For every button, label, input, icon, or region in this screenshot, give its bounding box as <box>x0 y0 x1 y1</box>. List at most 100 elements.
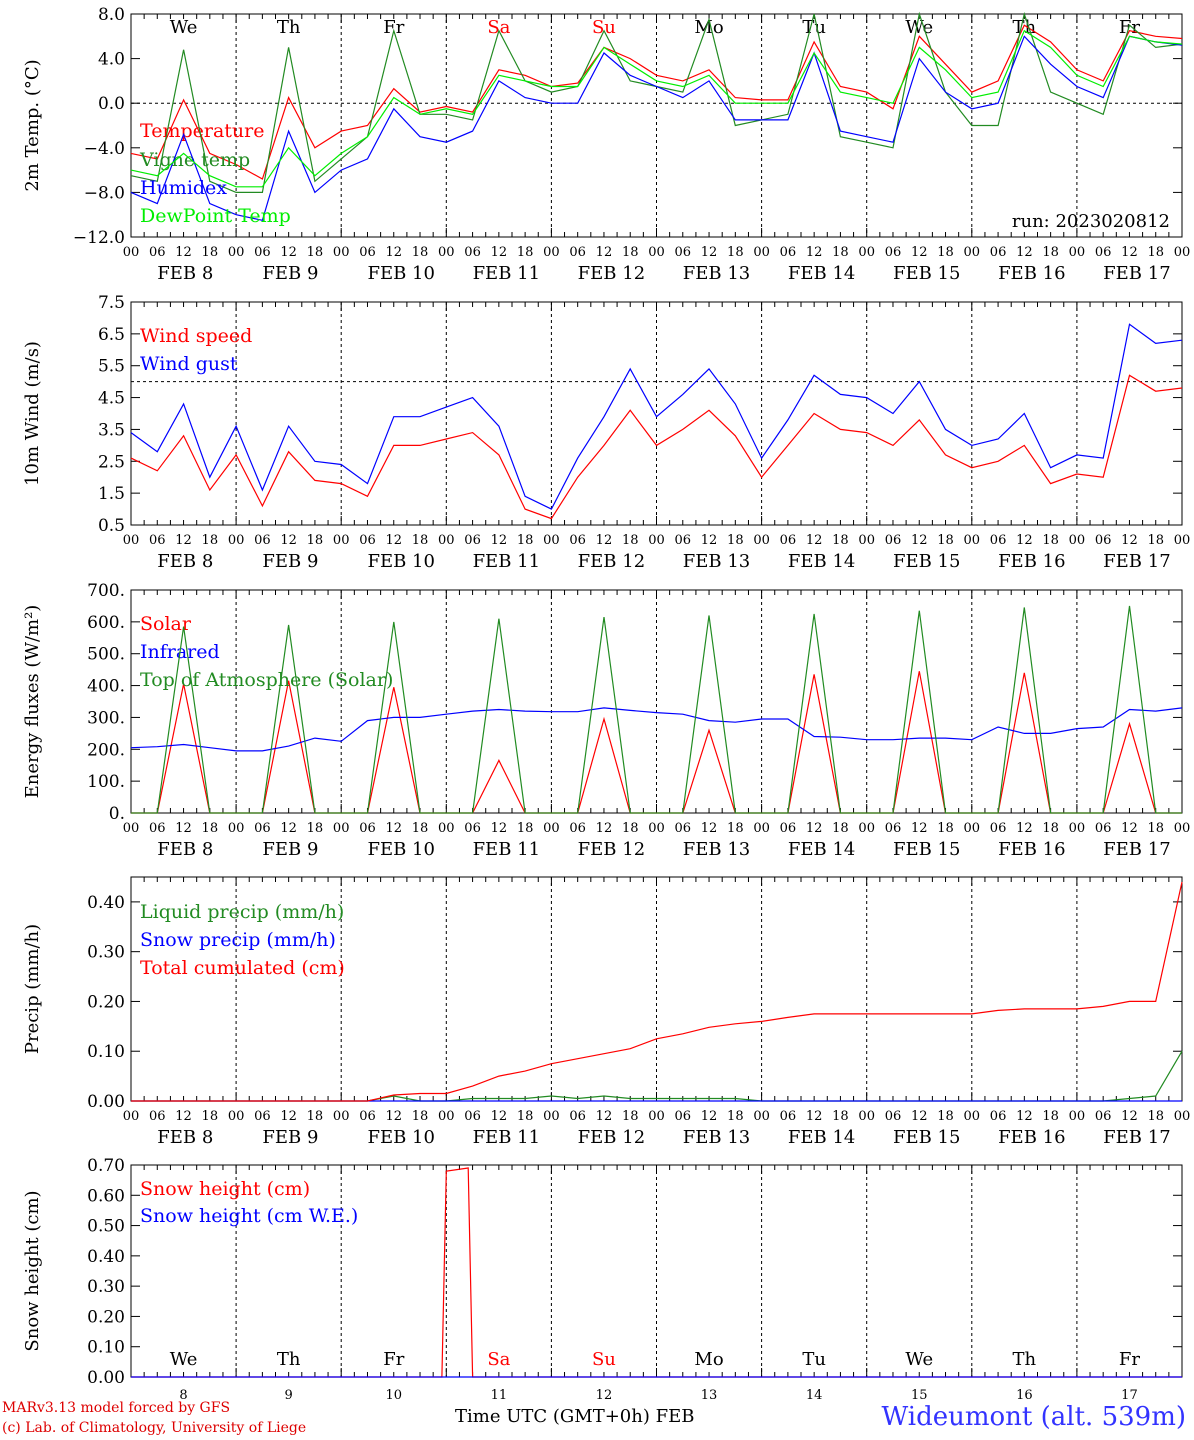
hour-tick-label: 18 <box>1147 1109 1164 1124</box>
day-label: FEB 17 <box>1103 263 1170 284</box>
y-tick-label: −4.0 <box>84 139 125 159</box>
day-label: FEB 12 <box>578 551 645 572</box>
hour-tick-label: 18 <box>1042 245 1059 260</box>
hour-tick-label: 06 <box>149 821 166 836</box>
y-tick-label: 500. <box>87 645 125 665</box>
day-label: FEB 16 <box>998 263 1065 284</box>
series-line <box>131 881 1183 1102</box>
hour-tick-label: 00 <box>858 533 875 548</box>
weekday-label: Th <box>1013 17 1037 38</box>
hour-tick-label: 18 <box>1042 821 1059 836</box>
hour-tick-label: 12 <box>1121 245 1138 260</box>
day-number-label: 15 <box>911 1388 928 1400</box>
hour-tick-label: 06 <box>780 1109 797 1124</box>
hour-tick-label: 00 <box>1174 533 1191 548</box>
day-label: FEB 13 <box>683 1127 750 1148</box>
y-axis-label: 10m Wind (m/s) <box>22 341 43 486</box>
hour-tick-label: 00 <box>438 1109 455 1124</box>
hour-tick-label: 12 <box>596 821 613 836</box>
day-label: FEB 12 <box>578 263 645 284</box>
hour-tick-label: 06 <box>675 533 692 548</box>
y-tick-label: 100. <box>87 772 125 792</box>
hour-tick-label: 00 <box>858 245 875 260</box>
y-tick-label: 0.70 <box>87 1156 125 1176</box>
day-number-label: 12 <box>596 1388 613 1400</box>
hour-tick-label: 12 <box>491 1109 508 1124</box>
hour-tick-label: 00 <box>1069 533 1086 548</box>
hour-tick-label: 12 <box>806 533 823 548</box>
hour-tick-label: 18 <box>202 533 219 548</box>
hour-tick-label: 06 <box>359 821 376 836</box>
y-tick-label: 8.0 <box>98 5 125 25</box>
hour-tick-label: 12 <box>596 245 613 260</box>
day-label: FEB 9 <box>262 839 318 860</box>
hour-tick-label: 12 <box>806 821 823 836</box>
hour-tick-label: 00 <box>964 821 981 836</box>
weekday-label: Fr <box>1119 17 1140 38</box>
hour-tick-label: 18 <box>727 821 744 836</box>
day-label: FEB 17 <box>1103 551 1170 572</box>
legend-entry: Top of Atmosphere (Solar) <box>140 669 393 691</box>
weekday-label: Fr <box>383 1349 404 1370</box>
hour-tick-label: 18 <box>517 245 534 260</box>
hour-tick-label: 18 <box>517 533 534 548</box>
hour-tick-label: 12 <box>911 821 928 836</box>
panel-2: 7.5 6.5 5.5 4.5 3.5 2.5 1.5 0.5 10m Wind (m/s) 00… <box>22 293 1190 572</box>
day-label: FEB 11 <box>473 551 540 572</box>
day-label: FEB 10 <box>367 839 434 860</box>
hour-tick-label: 00 <box>1069 1109 1086 1124</box>
hour-tick-label: 06 <box>675 821 692 836</box>
hour-tick-label: 00 <box>228 245 245 260</box>
y-tick-label: 0.60 <box>87 1186 125 1206</box>
day-label: FEB 13 <box>683 839 750 860</box>
hour-tick-label: 06 <box>990 821 1007 836</box>
hour-tick-label: 06 <box>885 533 902 548</box>
day-number-label: 10 <box>385 1388 402 1400</box>
series-line <box>130 35 1183 222</box>
hour-tick-label: 12 <box>701 821 718 836</box>
hour-tick-label: 06 <box>149 1109 166 1124</box>
day-label: FEB 10 <box>367 263 434 284</box>
hour-tick-label: 00 <box>333 533 350 548</box>
y-tick-label: 1.5 <box>98 484 125 504</box>
y-tick-label: 700. <box>87 581 125 601</box>
y-tick-label: 0.10 <box>87 1042 125 1062</box>
weekday-label: Sa <box>487 1349 510 1370</box>
hour-tick-label: 06 <box>990 1109 1007 1124</box>
legend-entry: Solar <box>140 613 192 635</box>
weekday-label: Tu <box>802 17 826 38</box>
hour-tick-label: 00 <box>123 533 140 548</box>
hour-tick-label: 00 <box>543 533 560 548</box>
day-label: FEB 11 <box>473 263 540 284</box>
hour-tick-label: 18 <box>412 1109 429 1124</box>
y-tick-label: 4.5 <box>98 389 125 409</box>
legend-entry: Vigne temp <box>139 149 250 171</box>
hour-tick-label: 06 <box>780 533 797 548</box>
hour-tick-label: 12 <box>491 821 508 836</box>
day-number-label: 11 <box>491 1388 508 1400</box>
hour-tick-label: 00 <box>1069 245 1086 260</box>
hour-tick-label: 18 <box>727 1109 744 1124</box>
hour-tick-label: 12 <box>911 1109 928 1124</box>
y-axis-label: Snow height (cm) <box>22 1190 43 1351</box>
hour-tick-label: 18 <box>1147 533 1164 548</box>
day-label: FEB 16 <box>998 839 1065 860</box>
hour-tick-label: 00 <box>333 1109 350 1124</box>
day-label: FEB 15 <box>893 839 960 860</box>
hour-tick-label: 12 <box>596 1109 613 1124</box>
weekday-label: Fr <box>1119 1349 1140 1370</box>
series-line <box>131 605 1182 814</box>
y-tick-label: 300. <box>87 708 125 728</box>
day-label: FEB 17 <box>1103 1127 1170 1148</box>
hour-tick-label: 00 <box>1069 821 1086 836</box>
day-label: FEB 12 <box>578 1127 645 1148</box>
hour-tick-label: 12 <box>701 1109 718 1124</box>
hour-tick-label: 00 <box>228 1109 245 1124</box>
hour-tick-label: 06 <box>254 245 271 260</box>
hour-tick-label: 18 <box>1042 533 1059 548</box>
hour-tick-label: 18 <box>937 821 954 836</box>
hour-tick-label: 18 <box>307 1109 324 1124</box>
day-label: FEB 8 <box>157 1127 213 1148</box>
hour-tick-label: 00 <box>858 1109 875 1124</box>
day-number-label: 16 <box>1016 1388 1033 1400</box>
